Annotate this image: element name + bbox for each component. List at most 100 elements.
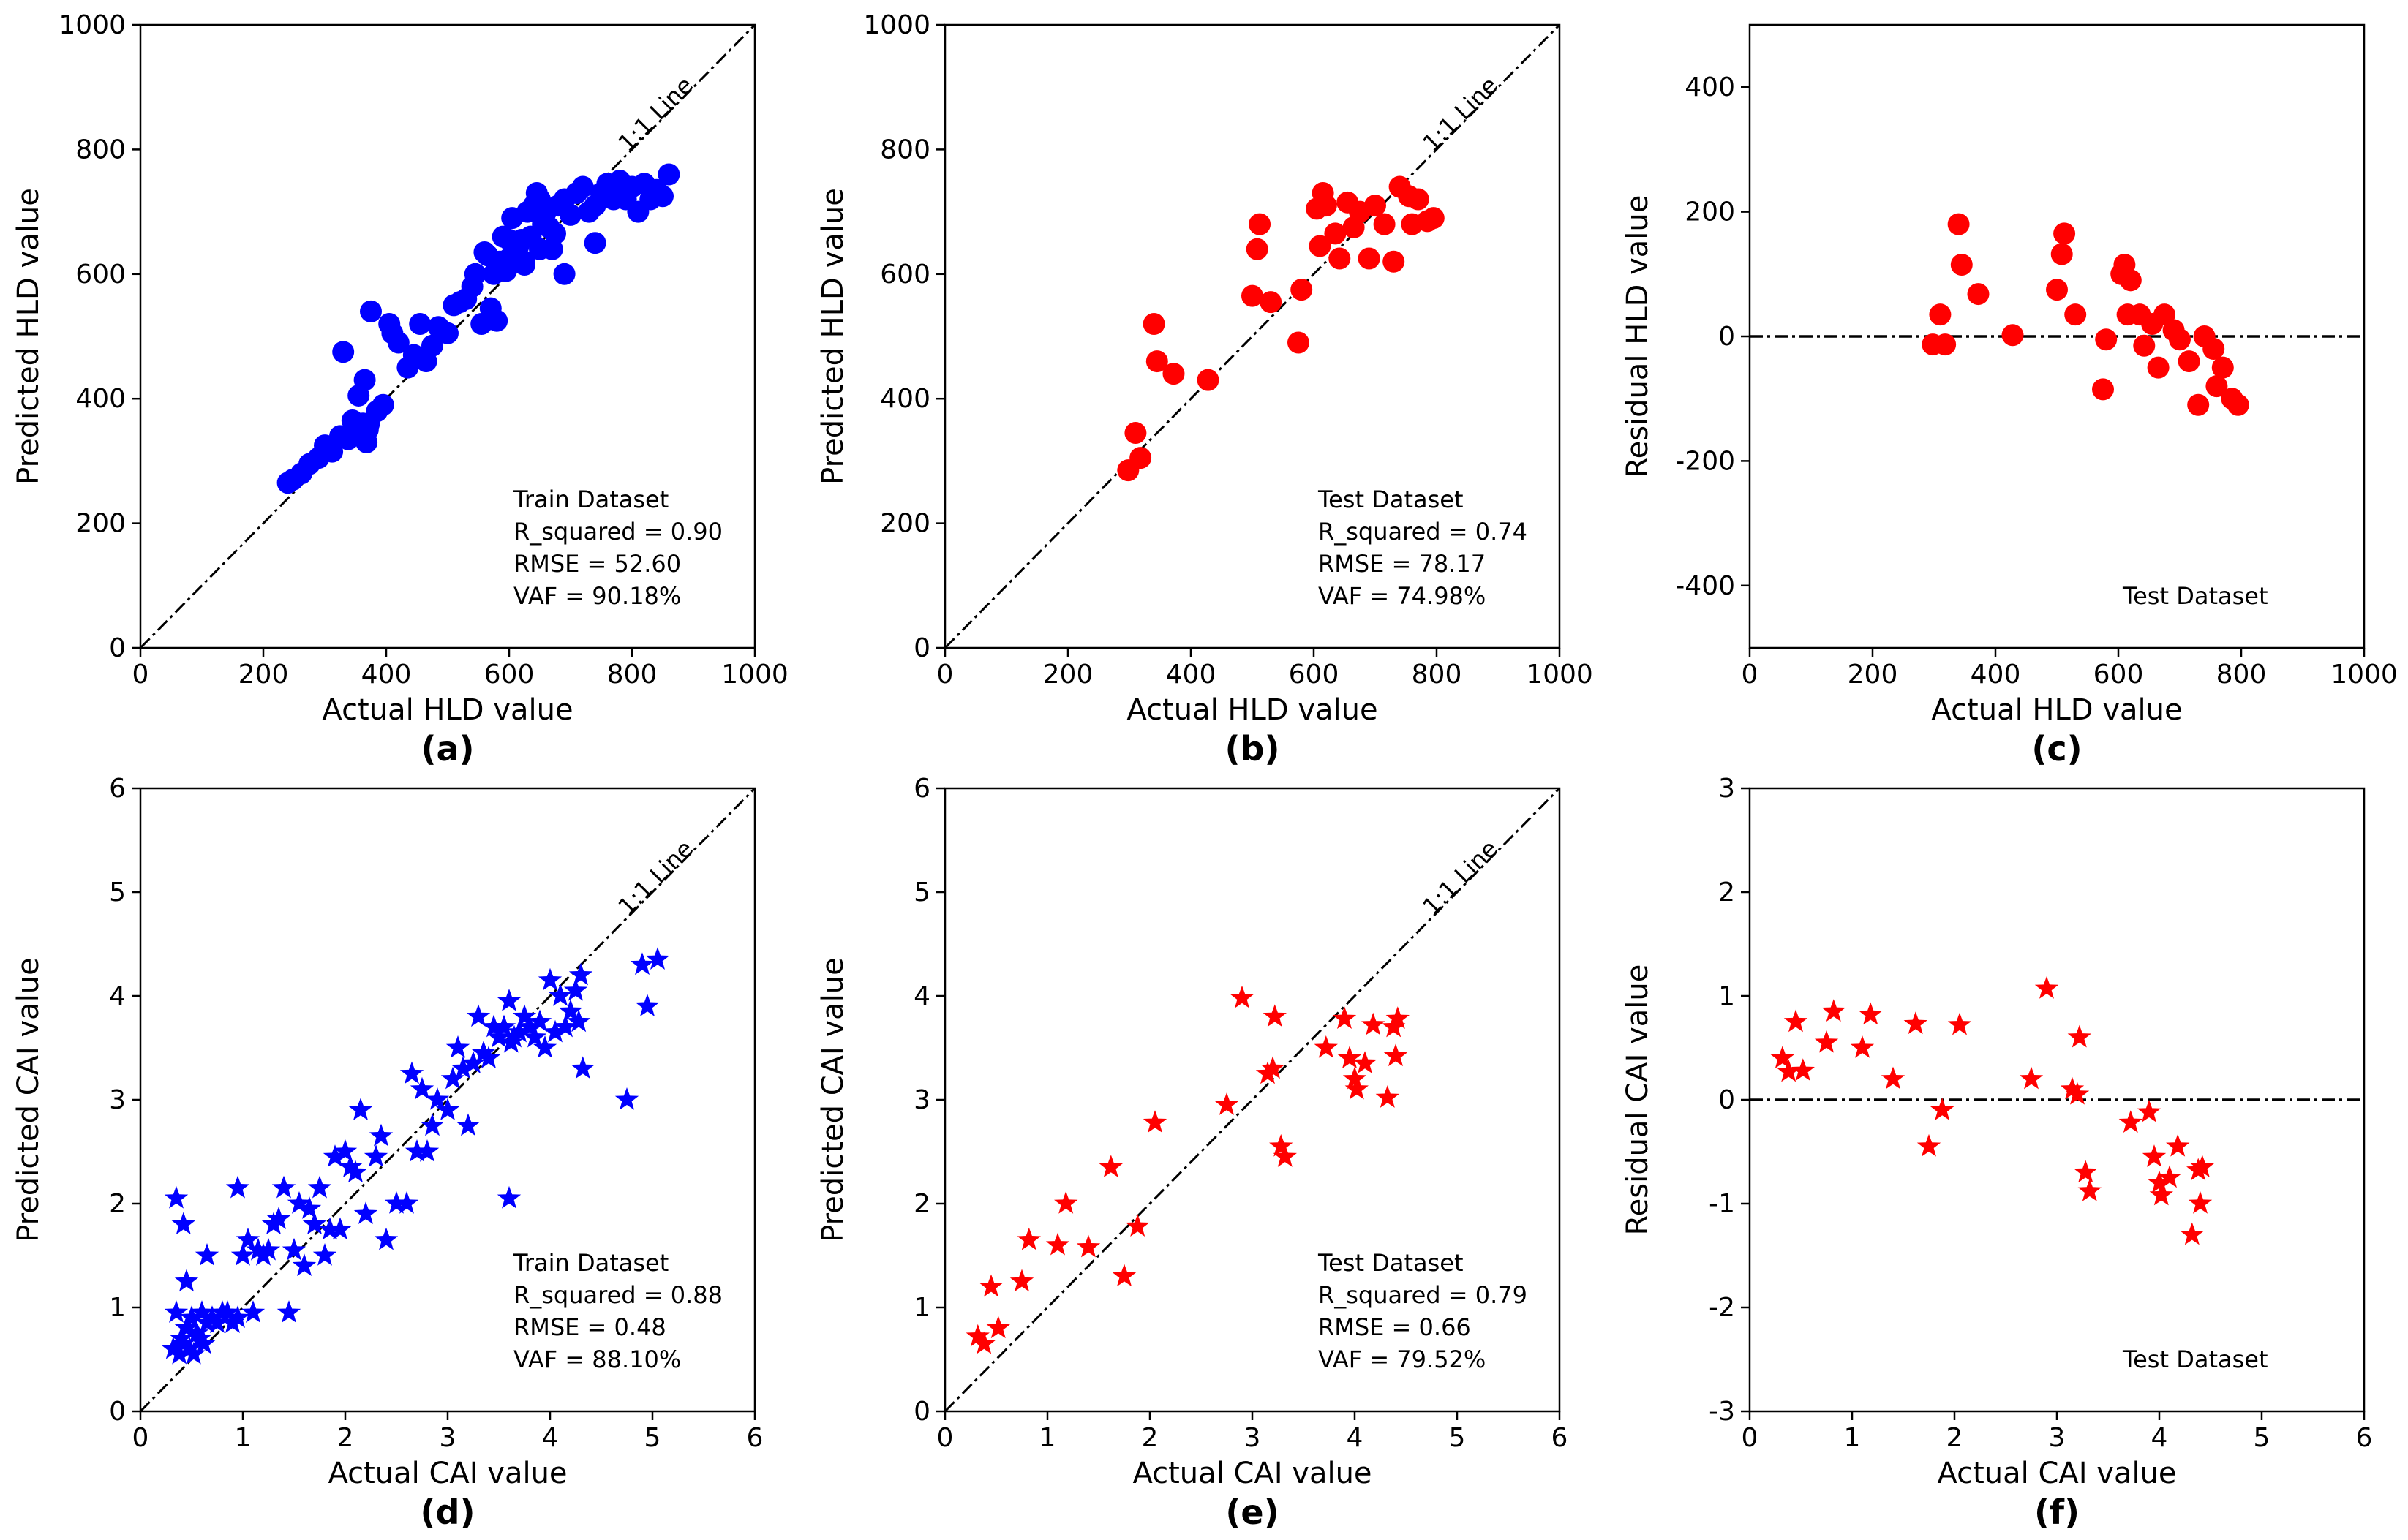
annotation-text: RMSE = 78.17 [1318, 550, 1486, 578]
data-point [2133, 334, 2156, 357]
data-point [517, 1014, 542, 1038]
reference-line-1to1 [944, 23, 1561, 649]
data-point [409, 312, 432, 335]
data-point [2001, 324, 2024, 347]
data-point [567, 1009, 591, 1033]
data-point [317, 1217, 342, 1240]
data-point [164, 1300, 189, 1323]
y-tick-label: 200 [880, 509, 930, 539]
data-point [307, 1175, 332, 1199]
data-point [343, 1160, 368, 1183]
annotation-text: RMSE = 0.48 [513, 1313, 666, 1341]
data-point [2118, 1110, 2142, 1133]
data-point [2034, 976, 2059, 999]
x-tick-label: 0 [132, 660, 149, 690]
y-tick-label: 800 [75, 135, 126, 165]
x-tick-label: 600 [1289, 660, 1339, 690]
data-point [571, 175, 594, 198]
data-point [527, 1009, 552, 1033]
data-point [178, 1336, 202, 1359]
data-point [507, 1019, 532, 1043]
y-tick-label: 600 [880, 260, 930, 290]
data-point [538, 967, 563, 991]
data-point [571, 1056, 595, 1079]
data-point [966, 1324, 990, 1347]
data-point [1344, 1076, 1369, 1100]
data-point [543, 1019, 568, 1043]
data-point [1903, 1011, 1927, 1035]
y-tick-label: -3 [1709, 1397, 1735, 1427]
data-point [2092, 378, 2114, 401]
data-points [276, 163, 680, 494]
data-point [560, 203, 582, 226]
data-point [353, 369, 376, 391]
panel-label: (f) [2034, 1492, 2080, 1532]
axes-frame [139, 23, 756, 649]
data-point [513, 250, 535, 273]
panel-label: (a) [421, 729, 474, 769]
x-tick-label: 2 [337, 1423, 354, 1453]
data-point [287, 1191, 312, 1214]
data-point [476, 244, 499, 267]
data-point [421, 334, 443, 357]
data-point [1950, 254, 1973, 276]
data-point [2202, 338, 2225, 361]
data-point [1260, 1056, 1285, 1079]
data-point [435, 1098, 460, 1120]
data-point [171, 1331, 195, 1354]
data-point [1383, 1043, 1408, 1067]
y-tick-label: 3 [109, 1085, 126, 1115]
data-point [266, 1207, 291, 1230]
data-point [1332, 1006, 1357, 1029]
data-point [461, 1051, 486, 1074]
data-point [387, 331, 410, 354]
data-point [241, 1300, 266, 1323]
data-point [1407, 188, 1429, 211]
x-tick-label: 5 [644, 1423, 661, 1453]
data-point [1373, 213, 1396, 235]
data-point [497, 989, 522, 1011]
data-point [1328, 247, 1351, 270]
x-tick-label: 800 [2216, 660, 2267, 690]
data-point [1214, 1092, 1239, 1115]
panel-b: 0 200 400 600 800 1000 0 200 400 600 800 1000 Actual… [816, 10, 1593, 769]
data-point [1287, 331, 1309, 354]
data-point [2205, 375, 2228, 398]
annotation-text: R_squared = 0.79 [1318, 1281, 1527, 1309]
y-tick-label: 4 [109, 981, 126, 1011]
data-point [645, 947, 670, 970]
data-point [1112, 1264, 1137, 1287]
annotation-text: VAF = 79.52% [1318, 1345, 1486, 1373]
data-point [292, 1253, 317, 1276]
data-point [174, 1316, 199, 1339]
data-point [466, 1004, 491, 1027]
data-point [1382, 250, 1405, 273]
data-point [492, 1014, 516, 1038]
data-point [2019, 1066, 2044, 1090]
data-point [2147, 356, 2170, 379]
data-point [328, 1217, 353, 1240]
panel-label: (e) [1225, 1492, 1279, 1532]
data-point [1045, 1232, 1070, 1256]
panel-label: (b) [1225, 729, 1280, 769]
x-tick-label: 0 [937, 1423, 954, 1453]
data-point [440, 1066, 465, 1090]
data-point [164, 1185, 189, 1209]
data-points [1770, 976, 2214, 1245]
annotation-text: VAF = 74.98% [1318, 582, 1486, 610]
y-tick-label: 0 [914, 633, 930, 663]
data-point [2227, 393, 2249, 416]
annotation-text: Test Dataset [1317, 1249, 1464, 1277]
data-point [2077, 1178, 2102, 1201]
data-point [246, 1237, 271, 1261]
x-tick-label: 200 [1848, 660, 1898, 690]
data-point [369, 1123, 394, 1147]
y-tick-label: 1000 [863, 10, 930, 40]
data-point [445, 1035, 470, 1058]
y-tick-label: 1 [1718, 981, 1735, 1011]
data-point [353, 1201, 378, 1224]
data-point [332, 341, 355, 363]
data-point [297, 1196, 322, 1219]
x-tick-label: 4 [542, 1423, 559, 1453]
data-point [225, 1305, 250, 1328]
